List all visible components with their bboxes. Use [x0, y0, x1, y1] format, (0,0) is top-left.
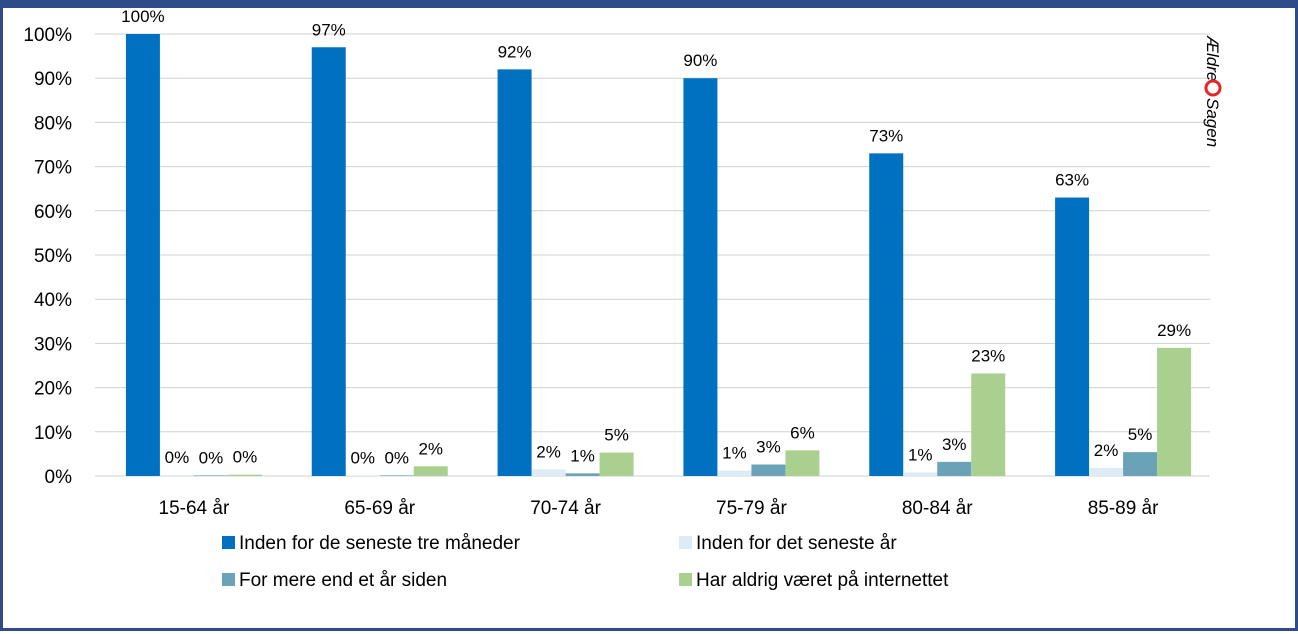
- data-label: 2%: [1094, 441, 1119, 460]
- bar: [599, 452, 634, 476]
- y-tick-label: 100%: [23, 25, 72, 46]
- bar: [227, 474, 262, 476]
- data-label: 5%: [604, 426, 629, 445]
- y-tick-label: 70%: [34, 158, 72, 179]
- legend-label: Har aldrig været på internettet: [696, 570, 949, 591]
- bar: [497, 69, 532, 477]
- data-label: 0%: [384, 448, 409, 467]
- data-label: 5%: [1128, 425, 1153, 444]
- legend-swatch: [679, 573, 692, 586]
- data-label: 90%: [683, 51, 717, 70]
- data-label: 3%: [756, 438, 781, 457]
- y-tick-label: 30%: [34, 334, 72, 355]
- bar: [345, 475, 380, 476]
- bar: [903, 472, 938, 476]
- y-tick-label: 90%: [34, 69, 72, 90]
- legend-swatch: [222, 573, 235, 586]
- bar: [413, 466, 448, 476]
- data-label: 0%: [233, 448, 258, 467]
- bar: [869, 153, 904, 476]
- legend-label: Inden for de seneste tre måneder: [239, 533, 521, 554]
- data-label: 97%: [312, 20, 346, 39]
- x-category-label: 65-69 år: [344, 498, 415, 519]
- bar: [1055, 197, 1090, 477]
- data-label: 1%: [570, 446, 595, 465]
- x-category-label: 85-89 år: [1088, 498, 1159, 519]
- bar: [971, 373, 1006, 476]
- legend-label: Inden for det seneste år: [696, 533, 897, 554]
- y-tick-label: 80%: [34, 113, 72, 134]
- data-label: 63%: [1055, 171, 1089, 190]
- y-tick-label: 60%: [34, 202, 72, 223]
- bar: [565, 473, 600, 476]
- bar: [379, 475, 414, 476]
- bar: [717, 470, 752, 476]
- data-label: 73%: [869, 126, 903, 145]
- bar: [193, 475, 228, 476]
- bar: [1157, 347, 1192, 476]
- logo-group: Ældre Sagen: [1203, 35, 1222, 147]
- data-label: 0%: [165, 448, 190, 467]
- bar: [785, 450, 820, 476]
- x-axis: 15-64 år 65-69 år 70-74 år 75-79 år 80-84 år…: [159, 498, 1160, 519]
- legend: Inden for de seneste tre måneder Inden fo…: [222, 533, 949, 591]
- bar: [937, 461, 972, 476]
- bars: [125, 34, 1192, 477]
- bar: [751, 464, 786, 476]
- bar: [159, 475, 194, 476]
- data-label: 92%: [498, 42, 532, 61]
- data-label: 23%: [971, 346, 1005, 365]
- y-tick-label: 20%: [34, 379, 72, 400]
- bar: [125, 34, 160, 476]
- x-category-label: 75-79 år: [716, 498, 787, 519]
- data-label: 3%: [942, 435, 967, 454]
- data-label: 29%: [1157, 321, 1191, 340]
- x-category-label: 15-64 år: [159, 498, 230, 519]
- bar: [1123, 452, 1158, 476]
- legend-swatch: [222, 536, 235, 549]
- bar: [531, 469, 566, 476]
- data-labels: 100% 0% 0% 0% 97% 0% 0% 2% 92% 2% 1% 5% 90% 1% 3% 6% 73%…: [121, 7, 1191, 467]
- data-label: 2%: [418, 439, 443, 458]
- logo-text-first: Ældre: [1203, 35, 1222, 81]
- y-tick-label: 0%: [45, 467, 73, 488]
- data-label: 1%: [722, 444, 747, 463]
- legend-label: For mere end et år siden: [239, 570, 447, 591]
- bar: [683, 78, 718, 476]
- logo-text-second: Sagen: [1203, 98, 1222, 147]
- title-bar-strip: [0, 0, 1298, 8]
- y-tick-label: 10%: [34, 423, 72, 444]
- logo-swirl-icon: [1204, 79, 1222, 97]
- data-label: 1%: [908, 445, 933, 464]
- data-label: 0%: [350, 448, 375, 467]
- data-label: 6%: [790, 423, 815, 442]
- bar: [311, 47, 346, 476]
- data-label: 0%: [199, 448, 224, 467]
- bar: [1089, 468, 1124, 476]
- x-category-label: 70-74 år: [530, 498, 601, 519]
- aeldre-sagen-logo: Ældre Sagen: [1203, 35, 1222, 147]
- y-axis: 0% 10% 20% 30% 40% 50% 60% 70% 80% 90% 100%: [23, 25, 72, 488]
- legend-swatch: [679, 536, 692, 549]
- data-label: 100%: [121, 7, 164, 26]
- y-tick-label: 50%: [34, 246, 72, 267]
- y-tick-label: 40%: [34, 290, 72, 311]
- x-category-label: 80-84 år: [902, 498, 973, 519]
- gridlines: [95, 33, 1210, 477]
- data-label: 2%: [536, 442, 561, 461]
